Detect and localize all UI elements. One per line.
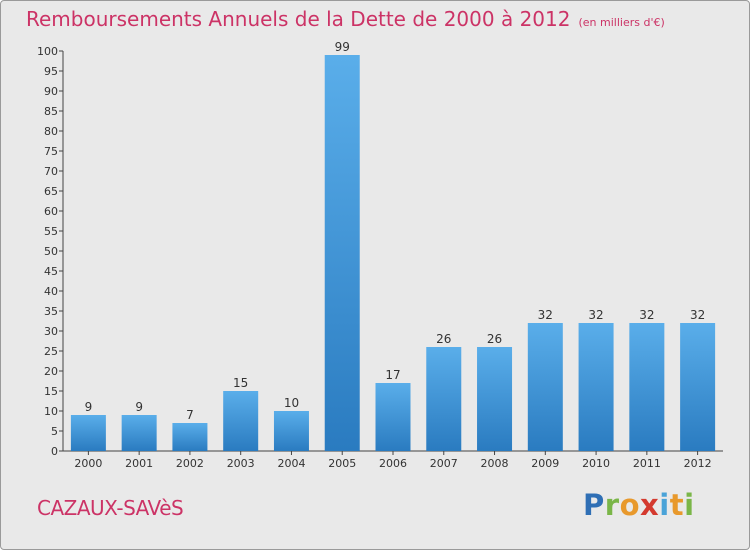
bar [223,391,259,451]
y-tick-label: 60 [44,205,58,218]
y-tick-label: 80 [44,125,58,138]
x-tick-label: 2010 [582,457,610,470]
logo-letter: t [669,488,685,522]
bar-value-label: 26 [436,332,451,346]
bar-value-label: 7 [186,408,194,422]
y-tick-label: 45 [44,265,58,278]
x-tick-label: 2012 [684,457,712,470]
bar-value-label: 32 [588,308,603,322]
y-tick-label: 90 [44,85,58,98]
proxiti-logo: Proxiti [583,488,695,522]
y-tick-label: 35 [44,305,58,318]
bar [375,383,411,451]
y-tick-label: 100 [37,45,58,58]
bar-value-label: 32 [538,308,553,322]
y-tick-label: 70 [44,165,58,178]
x-tick-label: 2000 [74,457,102,470]
bar-value-label: 26 [487,332,502,346]
bar [172,423,208,451]
y-tick-label: 0 [51,445,58,458]
bar [324,55,360,451]
y-tick-label: 5 [51,425,58,438]
x-tick-label: 2005 [328,457,356,470]
logo-letter: i [659,488,670,522]
x-tick-label: 2002 [176,457,204,470]
bar-value-label: 10 [284,396,299,410]
bar-value-label: 9 [135,400,143,414]
bar-value-label: 32 [639,308,654,322]
bar [527,323,563,451]
x-tick-label: 2006 [379,457,407,470]
bar-value-label: 99 [335,40,350,54]
y-tick-label: 30 [44,325,58,338]
bar [70,415,106,451]
y-tick-label: 50 [44,245,58,258]
x-tick-label: 2008 [481,457,509,470]
logo-letter: i [684,488,695,522]
bar [273,411,309,451]
y-tick-label: 40 [44,285,58,298]
logo-letter: o [619,488,641,522]
x-tick-label: 2007 [430,457,458,470]
x-tick-label: 2001 [125,457,153,470]
chart-title-block: Remboursements Annuels de la Dette de 20… [26,7,665,31]
bar [121,415,157,451]
bar [426,347,462,451]
x-tick-label: 2004 [277,457,305,470]
x-tick-label: 2003 [227,457,255,470]
bar [629,323,665,451]
x-tick-label: 2011 [633,457,661,470]
y-tick-label: 25 [44,345,58,358]
y-tick-label: 10 [44,405,58,418]
commune-name: CAZAUX-SAVèS [37,496,184,520]
bar [680,323,716,451]
bar-value-label: 15 [233,376,248,390]
chart-title: Remboursements Annuels de la Dette de 20… [26,7,571,31]
y-tick-label: 75 [44,145,58,158]
y-tick-label: 95 [44,65,58,78]
y-tick-label: 65 [44,185,58,198]
bar-value-label: 32 [690,308,705,322]
y-tick-label: 20 [44,365,58,378]
x-tick-label: 2009 [531,457,559,470]
y-tick-label: 15 [44,385,58,398]
chart-unit: (en milliers d'€) [578,16,665,29]
logo-letter: P [583,488,605,522]
y-tick-label: 55 [44,225,58,238]
y-tick-label: 85 [44,105,58,118]
logo-letter: r [604,488,620,522]
bar-value-label: 17 [385,368,400,382]
bar [477,347,513,451]
logo-letter: x [640,488,660,522]
bar-value-label: 9 [85,400,93,414]
bar [578,323,614,451]
